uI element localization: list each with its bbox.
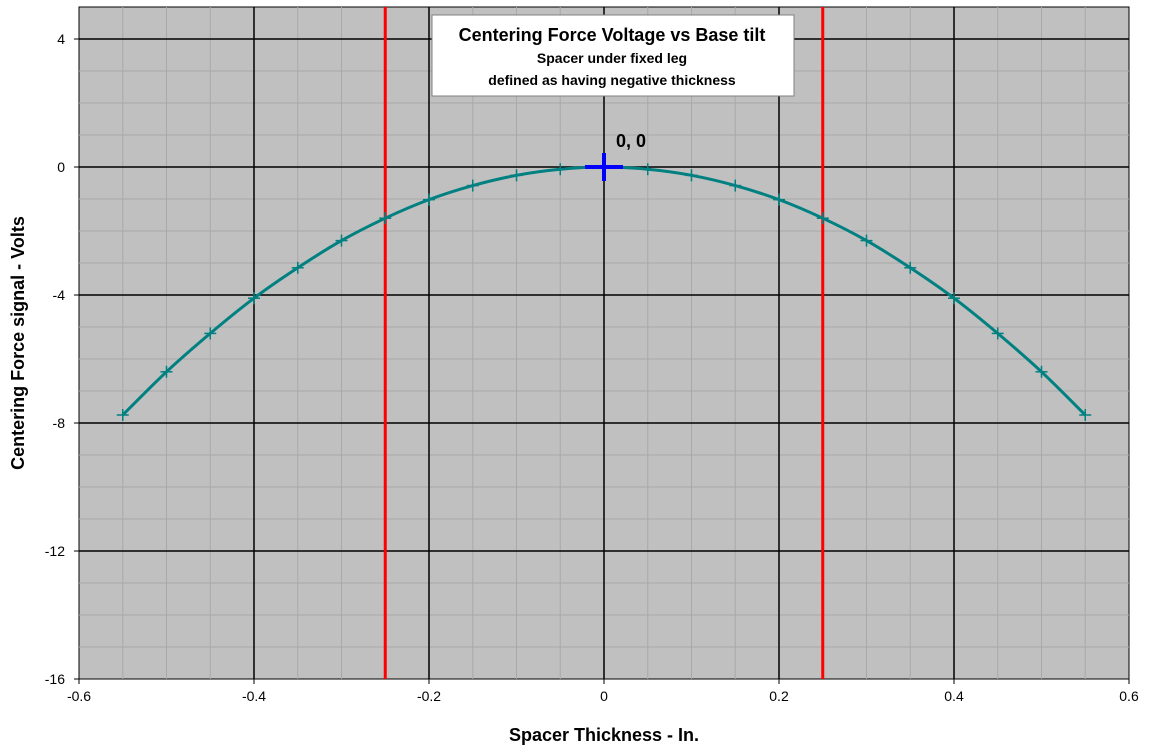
x-tick-label: 0.6 bbox=[1119, 688, 1139, 704]
data-point bbox=[685, 169, 698, 182]
data-point bbox=[641, 163, 654, 176]
highlight-label: 0, 0 bbox=[616, 131, 646, 151]
data-point bbox=[335, 234, 348, 247]
data-point bbox=[1079, 409, 1092, 421]
y-tick-label: 4 bbox=[57, 31, 65, 47]
y-tick-label: 0 bbox=[57, 159, 65, 175]
data-point bbox=[291, 261, 304, 274]
x-tick-label: 0 bbox=[600, 688, 608, 704]
x-tick-label: -0.6 bbox=[67, 688, 91, 704]
chart-subtitle-line-1: Spacer under fixed leg bbox=[537, 50, 687, 66]
y-tick-label: -16 bbox=[45, 671, 65, 687]
data-point bbox=[554, 163, 567, 176]
data-point bbox=[860, 234, 873, 247]
y-tick-label: -12 bbox=[45, 543, 65, 559]
y-tick-label: -4 bbox=[53, 287, 66, 303]
title-box-frame bbox=[431, 14, 795, 97]
x-axis-ticks: -0.6 -0.4 -0.2 0 0.2 0.4 0.6 bbox=[67, 679, 1139, 704]
data-point bbox=[510, 169, 523, 182]
data-point bbox=[423, 193, 435, 206]
data-point bbox=[904, 261, 917, 274]
data-point bbox=[816, 212, 829, 225]
data-point bbox=[773, 193, 785, 206]
chart-subtitle-line-2: defined as having negative thickness bbox=[488, 72, 736, 88]
x-tick-label: 0.4 bbox=[944, 688, 964, 704]
chart-title: Centering Force Voltage vs Base tilt bbox=[459, 25, 766, 45]
y-tick-label: -8 bbox=[53, 415, 66, 431]
data-point bbox=[160, 365, 173, 378]
x-tick-label: -0.4 bbox=[242, 688, 266, 704]
title-box: Centering Force Voltage vs Base tilt Spa… bbox=[431, 14, 795, 97]
x-tick-label: -0.2 bbox=[417, 688, 441, 704]
data-point bbox=[729, 179, 742, 192]
y-axis-title: Centering Force signal - Volts bbox=[8, 216, 28, 470]
data-point bbox=[948, 292, 960, 305]
y-axis-ticks: -16 -12 -8 -4 0 4 bbox=[45, 31, 79, 687]
data-point bbox=[248, 292, 260, 305]
data-point bbox=[379, 212, 392, 225]
x-tick-label: 0.2 bbox=[769, 688, 789, 704]
data-point bbox=[1035, 365, 1048, 378]
data-point bbox=[116, 409, 129, 421]
data-point bbox=[466, 179, 479, 192]
origin-highlight: 0, 0 bbox=[585, 131, 646, 181]
x-axis-title: Spacer Thickness - In. bbox=[509, 725, 699, 745]
data-point bbox=[991, 327, 1004, 340]
limit-lines bbox=[383, 7, 825, 679]
data-point bbox=[204, 327, 217, 340]
